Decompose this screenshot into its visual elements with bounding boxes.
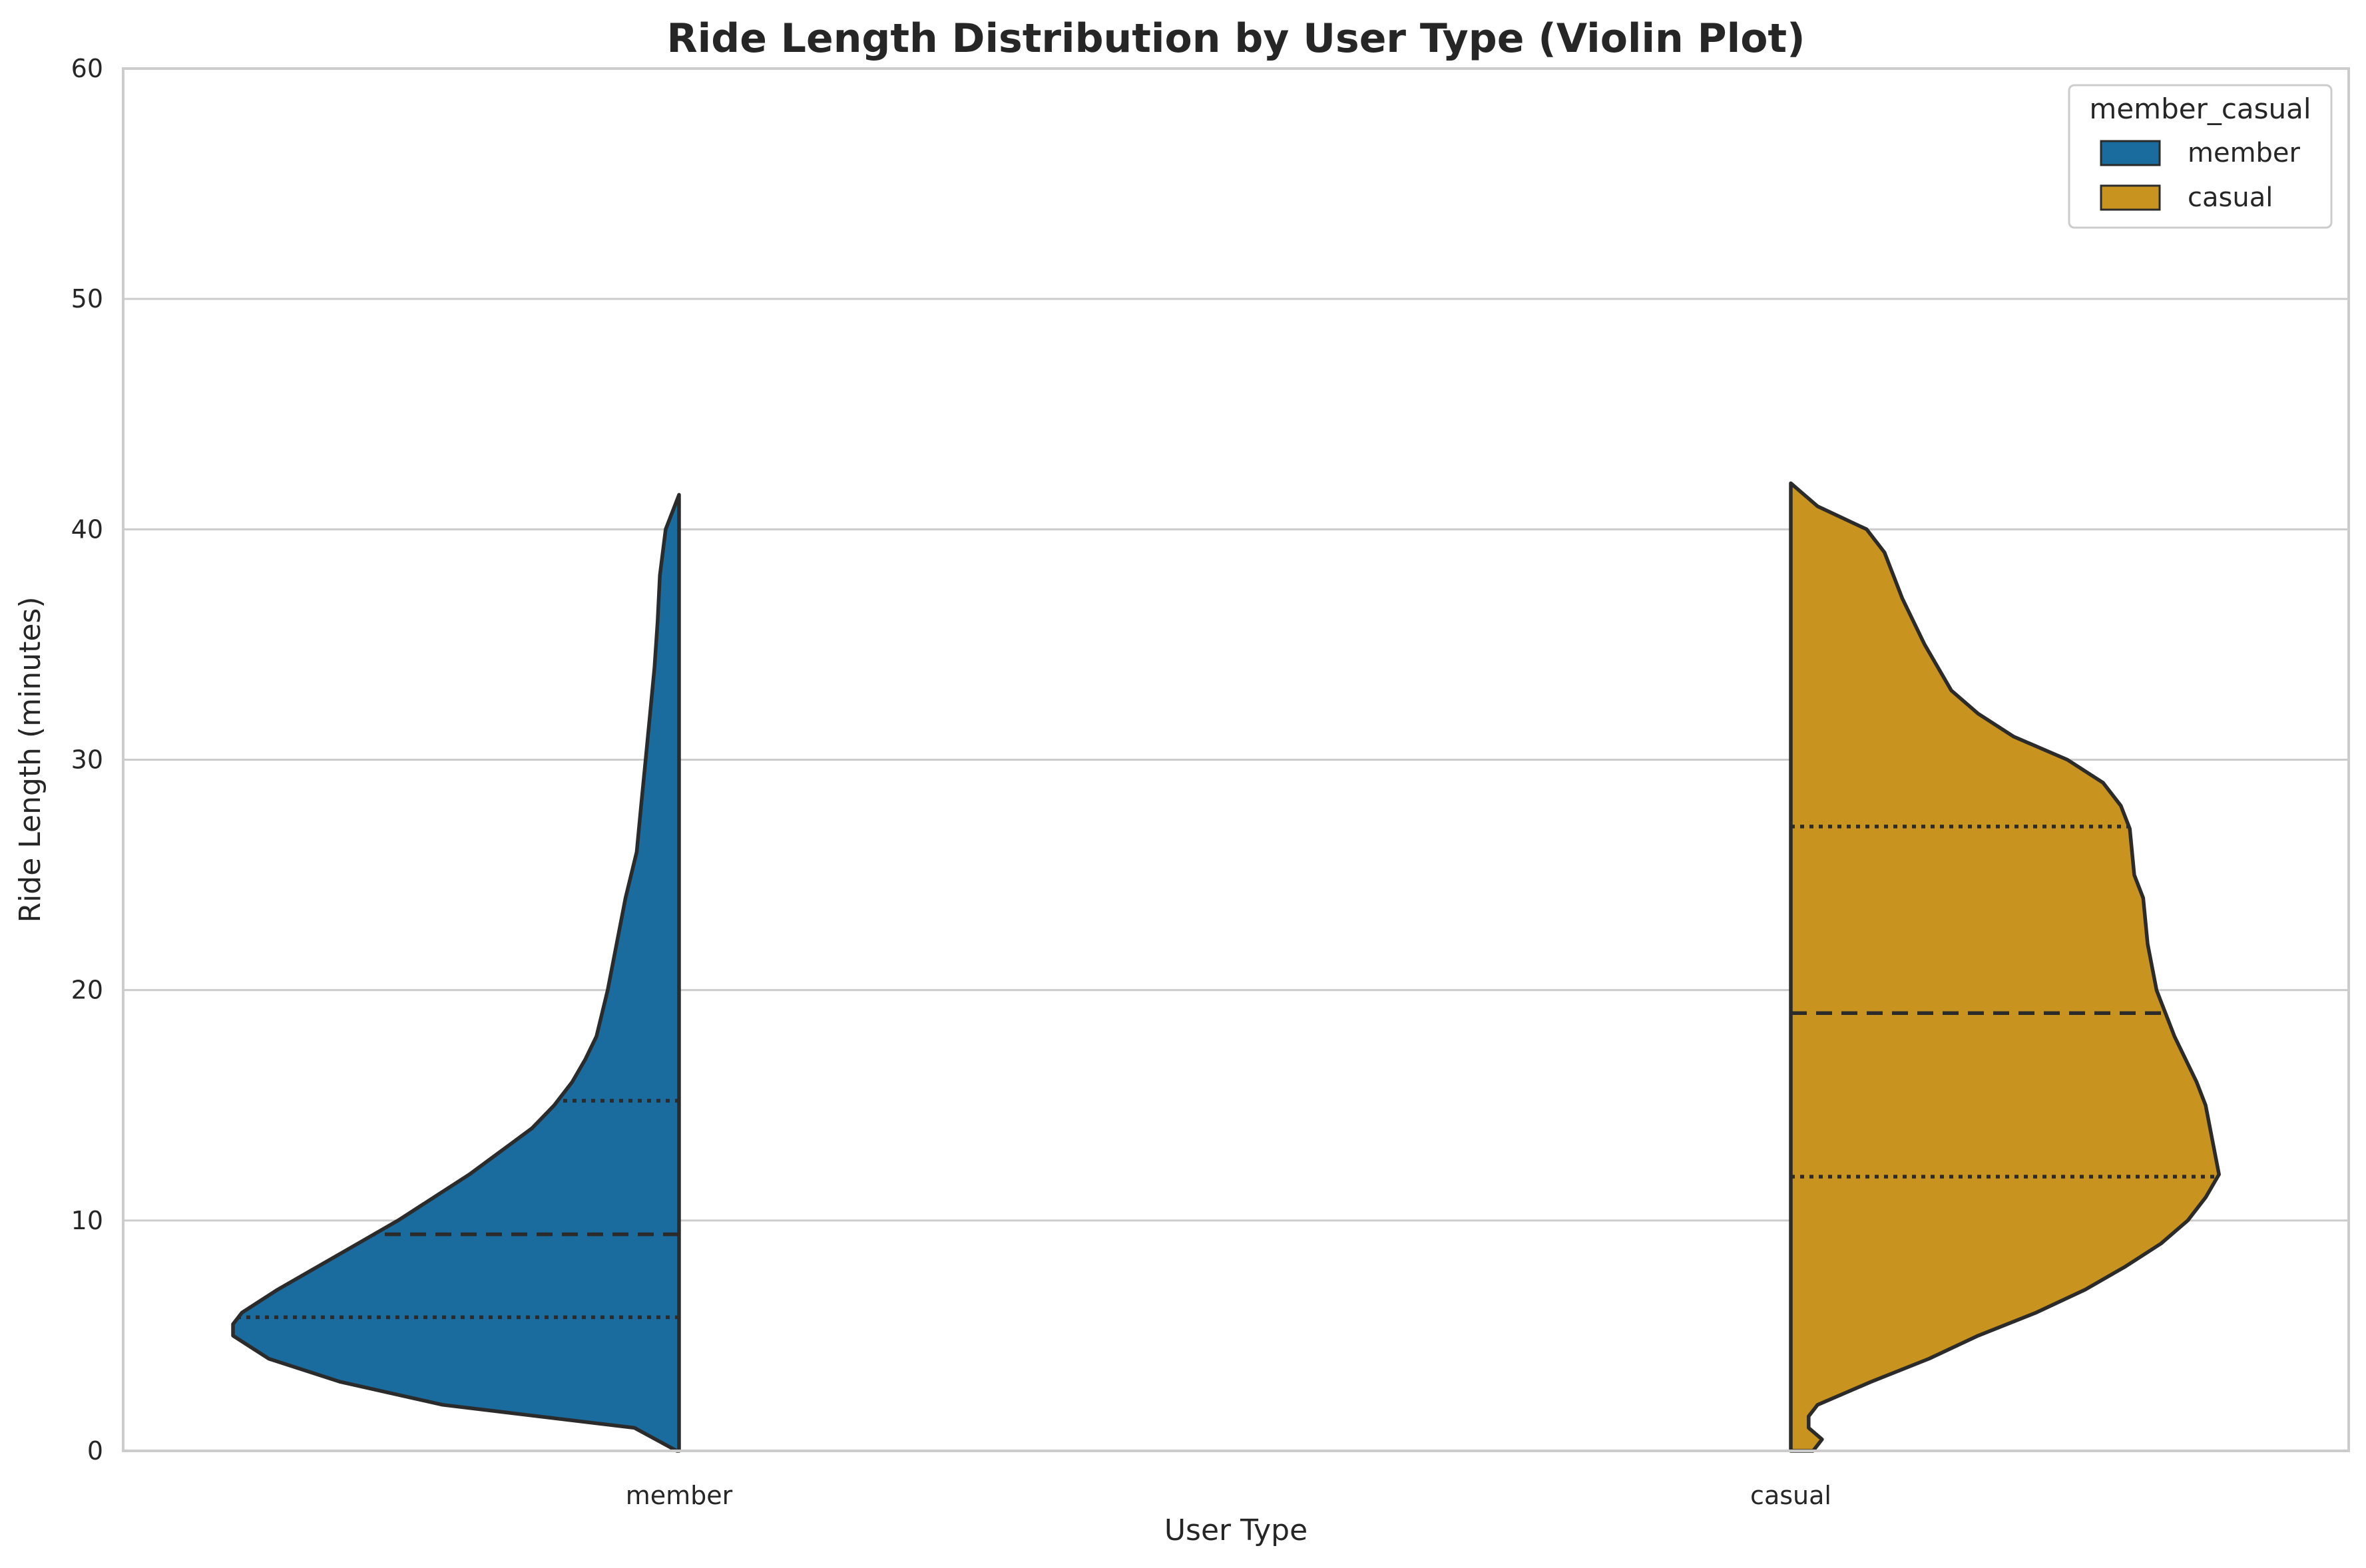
violin-casual — [1789, 481, 2221, 1453]
x-axis-label: User Type — [1164, 1513, 1307, 1547]
legend-swatch-casual — [2100, 184, 2161, 211]
x-tick-label-member: member — [626, 1481, 733, 1510]
legend-entries: member casual — [2100, 138, 2301, 213]
legend-label-casual: casual — [2188, 182, 2273, 213]
y-tick-label: 10 — [71, 1206, 103, 1235]
plot-frame — [122, 67, 2350, 1452]
legend-title: member_casual — [2089, 93, 2311, 125]
legend-swatch-member — [2100, 140, 2161, 166]
legend: member_casual member casual — [2068, 84, 2333, 229]
x-axis-ticks: member casual — [626, 1481, 1831, 1510]
y-tick-label: 20 — [71, 976, 103, 1005]
y-axis-label: Ride Length (minutes) — [13, 597, 47, 923]
x-tick-label-casual: casual — [1750, 1481, 1831, 1510]
legend-label-member: member — [2188, 138, 2301, 168]
y-axis-ticks: 0 10 20 30 40 50 60 — [71, 54, 103, 1466]
violin-member — [231, 492, 681, 1453]
y-tick-label: 0 — [87, 1436, 103, 1466]
quartile-lines — [238, 825, 2218, 1319]
chart-title: Ride Length Distribution by User Type (V… — [666, 15, 1805, 62]
y-tick-label: 30 — [71, 745, 103, 775]
y-tick-label: 40 — [71, 514, 103, 544]
y-tick-label: 50 — [71, 284, 103, 313]
y-tick-label: 60 — [71, 54, 103, 83]
violins — [231, 481, 2221, 1453]
